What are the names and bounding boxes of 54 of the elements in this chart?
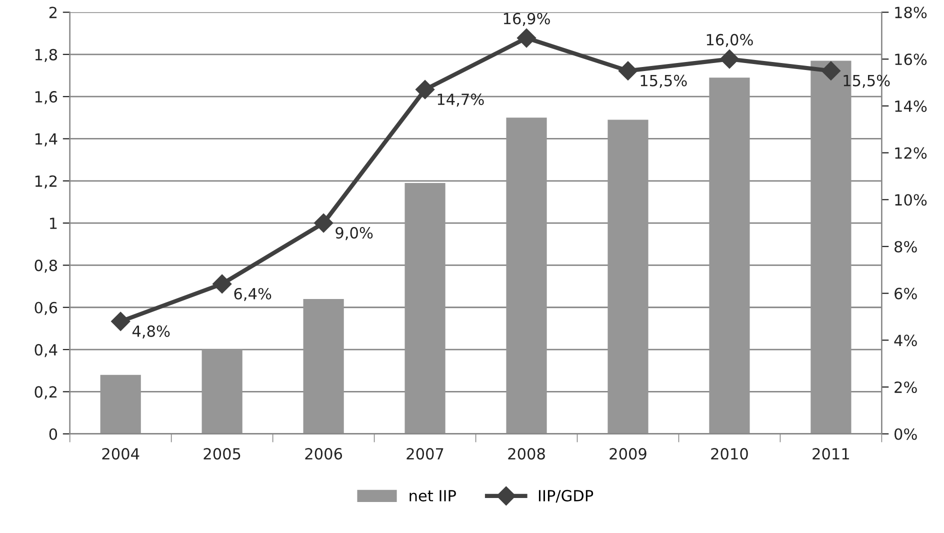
point <box>821 61 840 80</box>
y2-tick-label: 8% <box>894 240 917 253</box>
y-tick-label: 0,8 <box>34 260 58 273</box>
point <box>416 80 435 100</box>
data-label: 15,5% <box>640 74 687 88</box>
point <box>111 312 130 331</box>
data-label: 16,9% <box>504 12 550 26</box>
x-tick-label: 2005 <box>204 448 240 460</box>
bar <box>404 183 446 434</box>
x-tick-label: 2006 <box>305 448 342 460</box>
x-tick-label: 2007 <box>406 448 444 460</box>
y-tick-label: 1,2 <box>35 175 57 188</box>
y-tick-label: 1,4 <box>35 133 58 146</box>
y-tick-label: 1,8 <box>35 48 58 62</box>
bar <box>506 118 547 434</box>
point <box>314 214 334 233</box>
y2-tick-label: 6% <box>894 288 917 300</box>
bar <box>202 350 242 434</box>
y-tick-label: 1 <box>50 218 57 229</box>
point <box>618 61 638 80</box>
data-label: 15,5% <box>844 74 890 88</box>
y2-tick-label: 16% <box>895 54 927 66</box>
bar <box>100 374 141 434</box>
y2-tick-label: 10% <box>895 194 927 206</box>
x-tick-label: 2010 <box>711 448 748 460</box>
y2-tick-label: 14% <box>895 100 927 112</box>
y-tick-label: 0,6 <box>34 302 58 315</box>
legend-label: IIP/GDP <box>538 490 594 503</box>
bar <box>303 298 344 434</box>
y2-tick-label: 2% <box>894 381 917 394</box>
point <box>516 28 536 48</box>
y2-tick-label: 4% <box>894 334 917 346</box>
data-label: 6,4% <box>234 288 272 302</box>
x-tick-label: 2009 <box>610 448 646 460</box>
x-tick-label: 2004 <box>102 448 140 460</box>
y-tick-label: 0 <box>49 428 58 440</box>
legend-label: net IIP <box>410 490 456 502</box>
y-tick-label: 2 <box>49 6 57 18</box>
x-tick-label: 2011 <box>812 448 849 460</box>
y-tick-label: 0,2 <box>34 386 57 400</box>
point <box>720 50 740 69</box>
data-label: 16,0% <box>706 34 753 48</box>
y2-tick-label: 0% <box>894 428 917 440</box>
y-tick-label: 0,4 <box>34 344 58 358</box>
point <box>212 274 232 294</box>
y-tick-label: 1,6 <box>35 91 58 104</box>
data-label: 9,0% <box>336 227 373 240</box>
x-tick-label: 2008 <box>508 448 545 460</box>
y2-tick-label: 18% <box>895 6 927 18</box>
data-label: 4,8% <box>132 325 170 339</box>
bar <box>709 78 750 434</box>
bar <box>608 120 648 434</box>
data-label: 14,7% <box>438 94 484 107</box>
y2-tick-label: 12% <box>895 147 927 159</box>
